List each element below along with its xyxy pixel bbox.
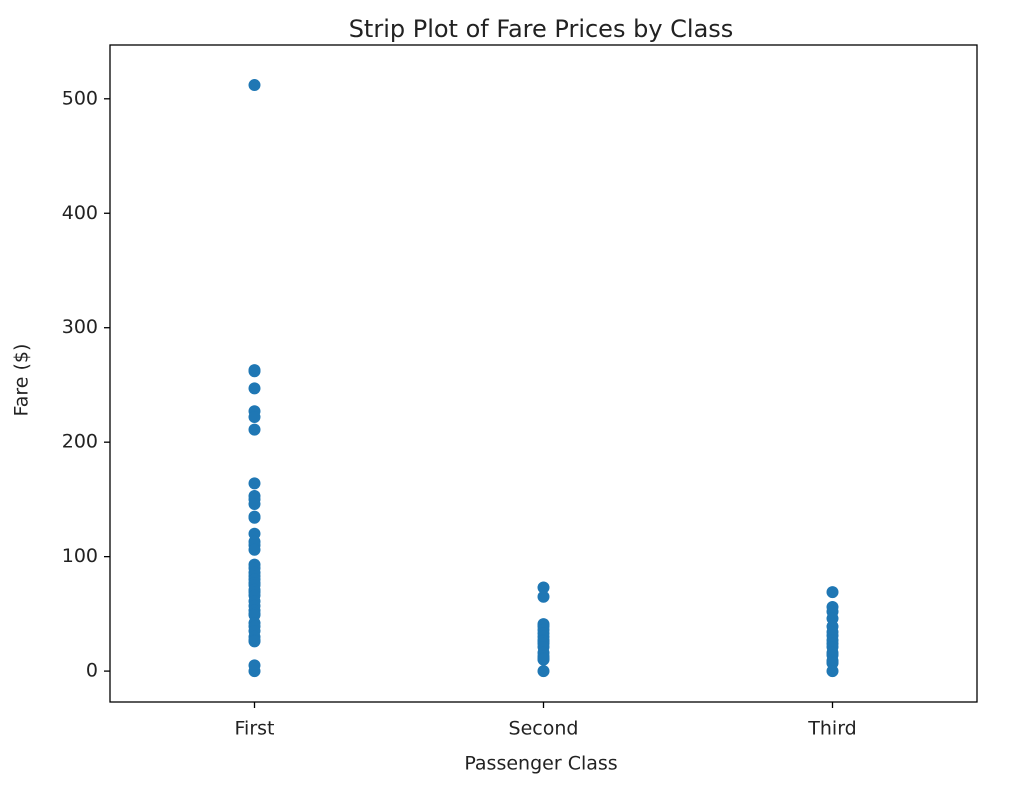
point — [248, 423, 261, 436]
y-tick-label: 100 — [62, 545, 98, 567]
point — [537, 653, 550, 666]
y-tick-label: 500 — [62, 87, 98, 109]
y-axis-label: Fare ($) — [11, 344, 33, 417]
point — [248, 665, 261, 678]
point — [826, 665, 839, 678]
point — [248, 497, 261, 510]
point — [248, 79, 261, 92]
chart-title: Strip Plot of Fare Prices by Class — [349, 15, 734, 43]
x-tick-label: Second — [509, 718, 579, 740]
point — [826, 586, 839, 599]
point — [248, 477, 261, 490]
point — [248, 511, 261, 524]
x-tick-label: First — [235, 718, 275, 740]
point — [537, 590, 550, 603]
y-tick-label: 300 — [62, 316, 98, 338]
point — [537, 665, 550, 678]
x-axis-label: Passenger Class — [464, 753, 617, 775]
point — [537, 581, 550, 594]
y-tick-label: 0 — [86, 660, 98, 682]
point — [248, 382, 261, 395]
point — [248, 543, 261, 556]
point — [248, 365, 261, 378]
point — [248, 410, 261, 423]
x-tick-label: Third — [807, 718, 856, 740]
plot-frame — [109, 44, 978, 703]
y-tick-label: 200 — [62, 431, 98, 453]
point — [248, 635, 261, 648]
y-tick-label: 400 — [62, 202, 98, 224]
